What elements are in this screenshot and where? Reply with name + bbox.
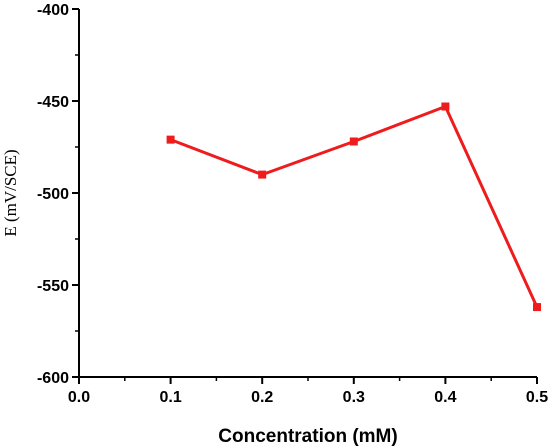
data-point <box>349 137 358 146</box>
x-axis-ticks: 0.0 0.1 0.2 0.3 0.4 0.5 <box>68 377 548 406</box>
y-axis-ticks: -400 -450 -500 -550 -600 <box>37 2 79 387</box>
x-tick-label: 0.4 <box>434 389 456 406</box>
plot-area: -400 -450 -500 -550 -600 0.0 0.1 0.2 0.3 0.4 0.5 <box>37 2 548 406</box>
data-point <box>258 170 267 179</box>
y-tick-label: -600 <box>37 370 69 387</box>
y-tick-label: -450 <box>37 94 69 111</box>
series-layer <box>166 102 541 312</box>
series-line <box>170 105 539 308</box>
y-tick-label: -500 <box>37 186 69 203</box>
y-tick-label: -550 <box>37 278 69 295</box>
data-point <box>441 102 450 111</box>
x-tick-label: 0.2 <box>251 389 273 406</box>
x-tick-label: 0.5 <box>526 389 548 406</box>
x-tick-label: 0.1 <box>159 389 181 406</box>
x-axis-title: Concentration (mM) <box>218 426 397 447</box>
y-axis-title: E (mV/SCE) <box>1 149 20 236</box>
x-tick-label: 0.3 <box>343 389 365 406</box>
y-tick-label: -400 <box>37 2 69 19</box>
x-tick-label: 0.0 <box>68 389 90 406</box>
data-point <box>533 303 541 312</box>
data-point <box>166 135 175 144</box>
